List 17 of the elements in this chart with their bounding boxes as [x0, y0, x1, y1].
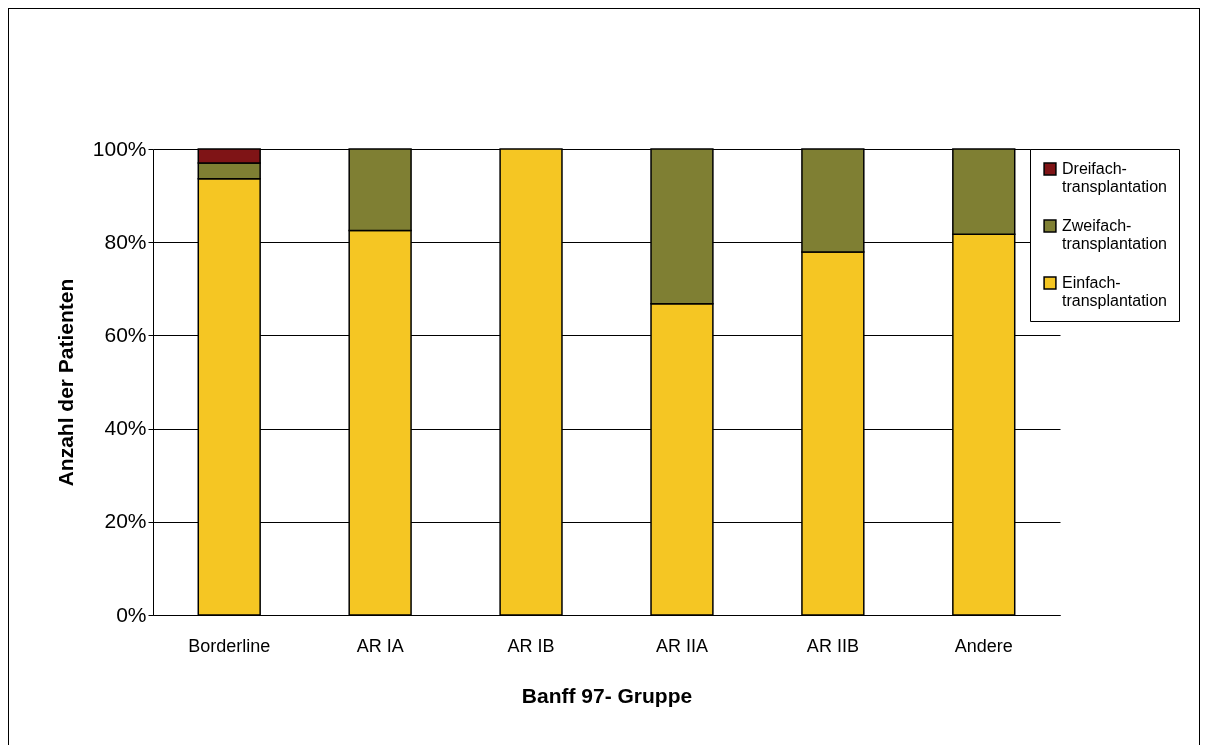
y-tick-label: 100%	[92, 136, 147, 160]
y-tick-label: 0%	[116, 602, 147, 626]
x-tick-label: AR IA	[356, 635, 404, 656]
legend-label: Einfach-transplantation	[1062, 274, 1167, 309]
x-tick-label: AR IIB	[806, 635, 859, 656]
y-tick-label: 80%	[104, 229, 147, 253]
legend-label: Dreifach-transplantation	[1062, 160, 1167, 195]
y-axis-title: Anzahl der Patienten	[53, 278, 77, 487]
x-tick-label: Borderline	[188, 635, 271, 656]
x-axis-title: Banff 97- Gruppe	[521, 683, 693, 707]
x-tick-label: AR IIA	[655, 635, 708, 656]
x-tick-label: Andere	[954, 635, 1013, 656]
legend-label: Zweifach-transplantation	[1062, 217, 1167, 252]
y-tick-label: 40%	[104, 416, 147, 440]
x-tick-label: AR IB	[507, 635, 555, 656]
y-tick-label: 20%	[104, 509, 147, 533]
y-tick-label: 60%	[104, 322, 147, 346]
